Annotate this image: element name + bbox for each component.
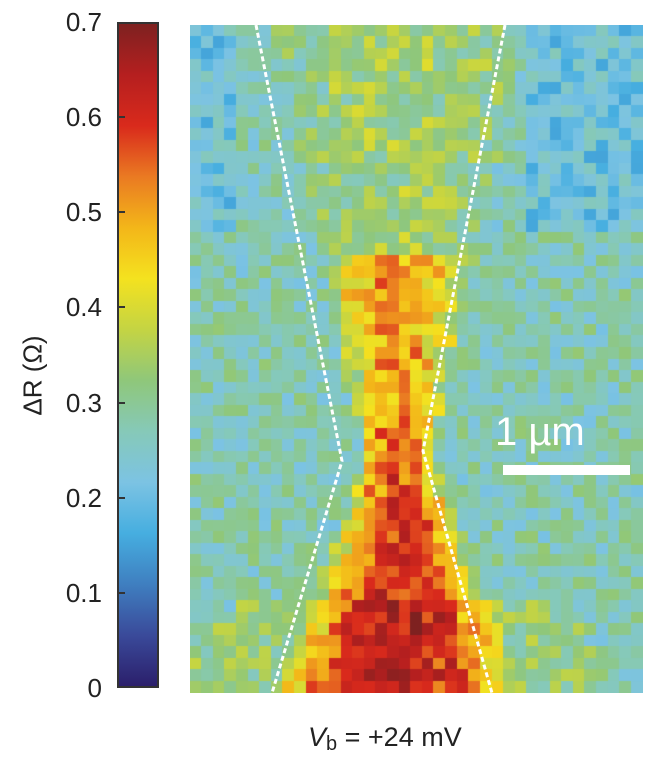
colorbar-tick-label: 0.6 [65,102,102,133]
colorbar-tick-mark [119,401,125,404]
colorbar-tick-label: 0 [87,673,102,703]
scale-bar-label: 1 µm [495,410,585,454]
constriction-outline [254,25,507,693]
colorbar-tick-label: 0.1 [65,577,102,608]
colorbar-tick-label: 0.3 [65,387,102,418]
resistance-heatmap [190,25,643,693]
colorbar-tick-label: 0.7 [65,7,102,37]
colorbar-tick-mark [119,211,125,214]
colorbar-tick-label: 0.2 [65,482,102,513]
colorbar-label: ΔR (Ω) [17,335,48,416]
colorbar-tick-mark [119,306,125,309]
colorbar-tick-mark [119,591,125,594]
scale-bar [503,465,630,475]
bias-voltage-caption: Vb = +24 mV [308,722,462,755]
colorbar-tick-mark [119,496,125,499]
colorbar-tick-label: 0.4 [65,292,102,323]
colorbar [117,22,159,688]
colorbar-tick-label: 0.5 [65,197,102,228]
colorbar-tick-mark [119,116,125,119]
